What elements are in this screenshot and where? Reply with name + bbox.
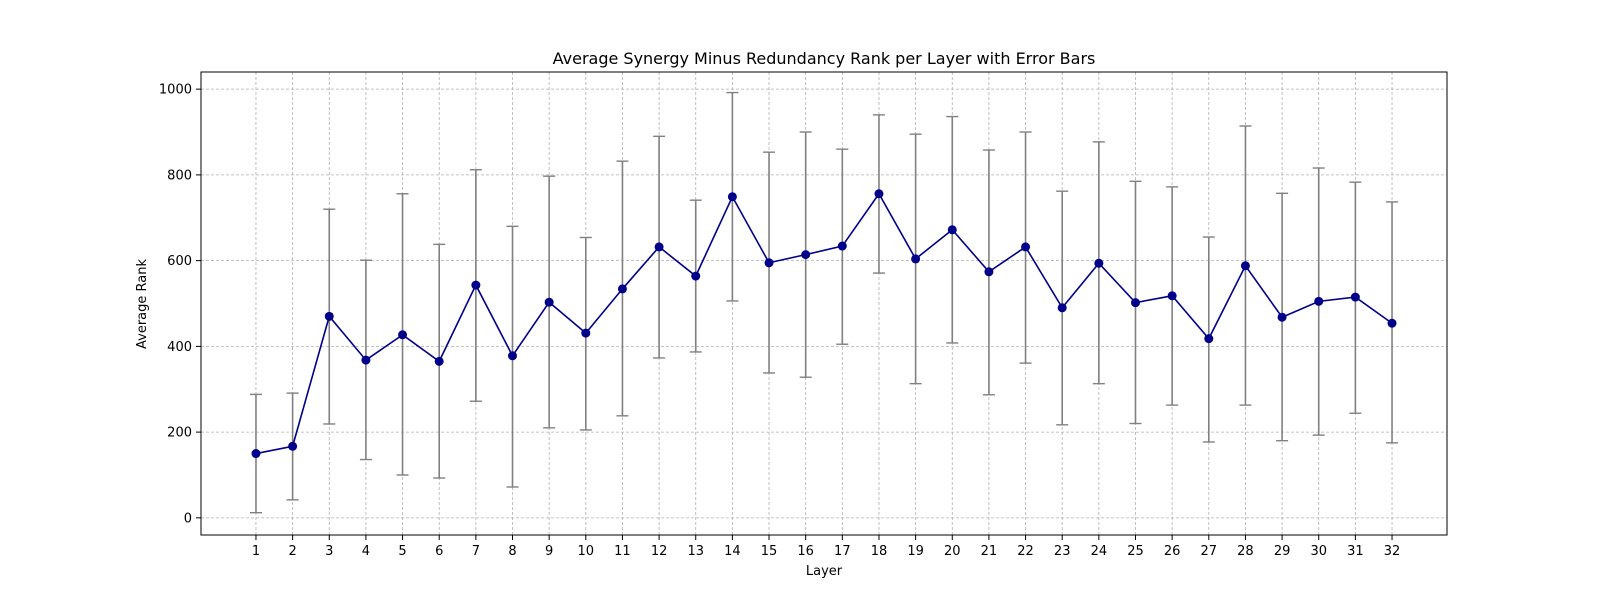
y-tick-label: 0 <box>184 511 192 526</box>
data-point <box>251 449 261 459</box>
data-point <box>691 271 701 281</box>
x-tick-label: 19 <box>907 544 924 559</box>
data-point <box>874 189 884 199</box>
x-tick-label: 5 <box>398 544 406 559</box>
x-axis-label: Layer <box>806 564 843 579</box>
data-point <box>398 330 408 340</box>
data-point <box>581 328 591 338</box>
y-axis-ticks: 0 200 400 600 800 1000 <box>159 83 201 526</box>
data-point <box>617 284 627 294</box>
series-line <box>255 192 1393 455</box>
data-point <box>1131 298 1140 308</box>
x-tick-label: 27 <box>1201 544 1218 559</box>
data-point <box>727 192 737 202</box>
x-tick-label: 6 <box>435 544 443 559</box>
x-tick-label: 8 <box>508 544 516 559</box>
y-axis-label: Average Rank <box>135 259 150 349</box>
data-point <box>544 297 554 307</box>
data-point <box>1277 312 1287 322</box>
data-point <box>324 311 334 321</box>
data-point <box>984 267 994 277</box>
data-point <box>471 280 481 290</box>
x-tick-label: 20 <box>944 544 961 559</box>
x-tick-label: 4 <box>362 544 370 559</box>
x-tick-label: 16 <box>797 544 814 559</box>
error-bars <box>249 91 1399 514</box>
data-point <box>1314 296 1324 306</box>
x-tick-label: 7 <box>472 544 480 559</box>
y-tick-label: 200 <box>167 426 192 441</box>
x-tick-label: 30 <box>1310 544 1327 559</box>
x-tick-label: 24 <box>1091 544 1108 559</box>
y-tick-label: 600 <box>167 254 192 269</box>
chart-title: Average Synergy Minus Redundancy Rank pe… <box>553 49 1096 68</box>
x-axis-ticks: 1 2 3 4 5 6 7 8 9 10 11 12 13 14 15 16 17 18 19 20 21 22 23 24 2… <box>252 535 1400 559</box>
x-tick-label: 3 <box>325 544 333 559</box>
data-point <box>361 355 371 365</box>
x-tick-label: 11 <box>614 544 631 559</box>
data-point <box>654 242 664 252</box>
data-point <box>1387 318 1397 328</box>
x-tick-label: 26 <box>1164 544 1181 559</box>
x-tick-label: 13 <box>687 544 704 559</box>
data-point <box>434 356 444 366</box>
data-point <box>1204 334 1214 344</box>
x-tick-label: 22 <box>1017 544 1034 559</box>
data-point <box>1240 261 1250 271</box>
x-tick-label: 14 <box>724 544 741 559</box>
plot-frame <box>200 71 1448 536</box>
y-tick-label: 800 <box>167 168 192 183</box>
x-tick-label: 32 <box>1384 544 1401 559</box>
x-tick-label: 28 <box>1237 544 1254 559</box>
x-tick-label: 15 <box>761 544 778 559</box>
data-point <box>1057 303 1067 313</box>
data-point <box>1350 292 1360 302</box>
x-tick-label: 1 <box>252 544 260 559</box>
x-tick-label: 18 <box>871 544 888 559</box>
x-tick-label: 12 <box>651 544 668 559</box>
x-tick-label: 21 <box>981 544 998 559</box>
data-point <box>1167 291 1177 301</box>
data-point <box>837 241 847 251</box>
y-tick-label: 400 <box>167 340 192 355</box>
data-point <box>1094 258 1104 268</box>
grid <box>201 72 1447 535</box>
data-point <box>508 351 517 361</box>
y-tick-label: 1000 <box>159 83 192 98</box>
x-tick-label: 10 <box>578 544 595 559</box>
data-point <box>947 225 957 235</box>
series-line-path <box>255 192 1393 455</box>
x-tick-label: 29 <box>1274 544 1291 559</box>
data-points <box>251 189 1397 459</box>
x-tick-label: 9 <box>545 544 553 559</box>
x-tick-label: 2 <box>288 544 296 559</box>
x-tick-label: 31 <box>1347 544 1364 559</box>
data-point <box>288 441 298 451</box>
x-tick-label: 25 <box>1127 544 1144 559</box>
data-point <box>801 250 811 260</box>
data-point <box>1021 242 1031 252</box>
x-tick-label: 23 <box>1054 544 1071 559</box>
x-tick-label: 17 <box>834 544 851 559</box>
data-point <box>911 254 921 264</box>
data-point <box>764 258 774 268</box>
